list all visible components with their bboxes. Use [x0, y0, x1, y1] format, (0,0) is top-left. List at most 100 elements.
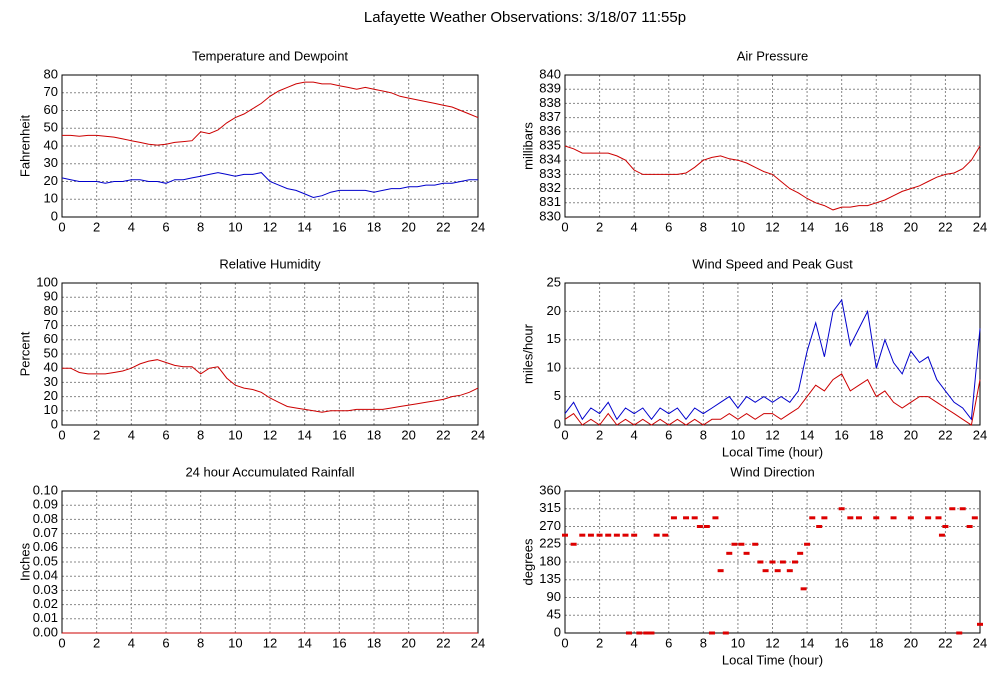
y-tick-label: 10	[44, 402, 58, 417]
data-point	[774, 569, 781, 573]
x-tick-label: 18	[367, 635, 381, 650]
y-tick-label: 60	[44, 331, 58, 346]
x-tick-label: 20	[401, 635, 415, 650]
y-tick-label: 50	[44, 120, 58, 135]
x-tick-label: 12	[765, 219, 779, 234]
data-point	[786, 569, 793, 573]
x-tick-label: 10	[731, 635, 745, 650]
x-tick-label: 20	[401, 427, 415, 442]
x-tick-label: 6	[665, 427, 672, 442]
x-tick-label: 10	[228, 635, 242, 650]
y-tick-label: 40	[44, 137, 58, 152]
y-tick-label: 90	[44, 289, 58, 304]
x-tick-label: 12	[765, 635, 779, 650]
data-point	[622, 533, 629, 537]
x-tick-label: 18	[367, 219, 381, 234]
data-line	[564, 373, 981, 426]
x-tick-label: 8	[197, 219, 204, 234]
data-point	[873, 516, 880, 520]
x-tick-label: 4	[631, 427, 638, 442]
x-tick-label: 20	[904, 635, 918, 650]
data-point	[670, 516, 677, 520]
y-tick-label: 100	[36, 274, 58, 289]
data-point	[731, 542, 738, 546]
data-point	[935, 516, 942, 520]
y-tick-label: 0.00	[33, 624, 58, 639]
y-axis-label: Inches	[17, 542, 32, 581]
y-tick-label: 360	[539, 482, 561, 497]
y-tick-label: 0.09	[33, 497, 58, 512]
y-axis-label: Percent	[17, 331, 32, 376]
plot-frame	[564, 490, 981, 634]
x-tick-label: 2	[596, 219, 603, 234]
y-tick-label: 30	[44, 155, 58, 170]
y-tick-label: 80	[44, 66, 58, 81]
data-point	[613, 533, 620, 537]
data-point	[907, 516, 914, 520]
y-axis-label: degrees	[520, 538, 535, 585]
data-point	[605, 533, 612, 537]
x-tick-label: 16	[834, 219, 848, 234]
x-tick-label: 18	[869, 427, 883, 442]
data-line	[564, 298, 981, 421]
data-point	[769, 560, 776, 564]
data-point	[722, 631, 729, 635]
y-tick-label: 834	[539, 152, 561, 167]
data-line	[564, 145, 981, 211]
y-tick-label: 0.07	[33, 525, 58, 540]
y-tick-label: 0	[554, 416, 561, 431]
x-tick-label: 14	[800, 219, 814, 234]
data-point	[971, 516, 978, 520]
x-axis-label: Local Time (hour)	[722, 444, 823, 459]
x-tick-label: 24	[973, 635, 987, 650]
y-tick-label: 0.04	[33, 568, 58, 583]
y-tick-label: 20	[44, 388, 58, 403]
y-axis-label: miles/hour	[520, 323, 535, 384]
data-point	[966, 525, 973, 528]
data-point	[717, 569, 724, 573]
x-tick-label: 0	[58, 635, 65, 650]
x-tick-label: 18	[367, 427, 381, 442]
x-tick-label: 10	[731, 427, 745, 442]
data-point	[696, 525, 703, 528]
data-point	[648, 631, 655, 635]
data-point	[596, 533, 603, 537]
data-point	[959, 507, 966, 511]
x-tick-label: 4	[128, 219, 135, 234]
x-tick-label: 8	[700, 635, 707, 650]
x-tick-label: 8	[700, 219, 707, 234]
data-point	[625, 631, 632, 635]
x-tick-label: 16	[834, 427, 848, 442]
x-tick-label: 22	[938, 219, 952, 234]
data-point	[587, 533, 594, 537]
plot-frame	[61, 282, 479, 426]
x-tick-label: 6	[665, 219, 672, 234]
chart-title: Wind Direction	[730, 464, 815, 479]
y-tick-label: 315	[539, 500, 561, 515]
x-tick-label: 16	[332, 427, 346, 442]
x-tick-label: 0	[561, 219, 568, 234]
x-tick-label: 24	[471, 427, 485, 442]
data-point	[631, 533, 638, 537]
x-tick-label: 6	[162, 219, 169, 234]
plot-frame	[61, 74, 479, 218]
y-tick-label: 80	[44, 303, 58, 318]
data-point	[779, 560, 786, 564]
data-point	[653, 533, 660, 537]
plot-frame	[564, 282, 981, 426]
data-point	[938, 533, 945, 537]
x-tick-label: 12	[765, 427, 779, 442]
data-point	[752, 542, 759, 546]
data-point	[797, 551, 804, 555]
y-tick-label: 837	[539, 109, 561, 124]
data-point	[743, 551, 750, 555]
y-tick-label: 30	[44, 374, 58, 389]
x-tick-label: 24	[973, 427, 987, 442]
x-tick-label: 12	[263, 427, 277, 442]
x-tick-label: 10	[731, 219, 745, 234]
y-tick-label: 20	[547, 303, 561, 318]
x-tick-label: 12	[263, 219, 277, 234]
y-tick-label: 836	[539, 123, 561, 138]
data-point	[791, 560, 798, 564]
y-tick-label: 0.05	[33, 553, 58, 568]
